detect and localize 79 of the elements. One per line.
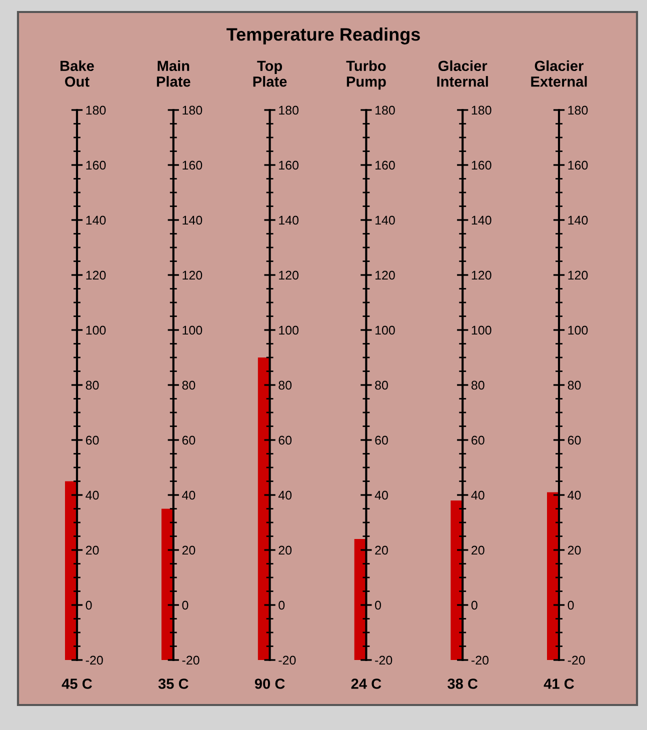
y-tick-label: 40 [182,490,196,500]
x-tick-label: Turbo Pump [346,60,386,90]
y-tick-label: 60 [472,436,484,445]
y-tick-label: 180 [375,106,395,115]
y-tick-label: 100 [279,326,298,335]
y-tick-label: -20 [471,656,489,665]
y-tick-label: 100 [472,326,492,335]
y-tick-label: 60 [568,436,581,445]
y-tick-label: 40 [374,490,388,500]
y-tick-label: -20 [182,656,200,665]
text: Temperature Readings [226,28,420,44]
y-tick-label: 160 [472,160,492,170]
y-tick-label: 120 [182,270,202,280]
y-tick-label: 0 [182,600,188,610]
y-tick-label: 0 [278,600,285,610]
y-tick-label: 20 [278,546,292,555]
y-tick-label: 0 [86,600,92,610]
y-tick-label: 140 [86,216,106,225]
x-tick-label: Top Plate [253,60,287,87]
y-tick-label: 0 [568,600,574,610]
y-tick-label: 20 [86,546,99,555]
y-tick-label: 140 [472,216,492,225]
y-tick-label: 140 [279,216,298,225]
y-tick-label: 40 [278,490,292,500]
y-tick-label: 160 [182,160,202,170]
text: 90 C [254,678,285,689]
y-tick-label: 120 [568,270,588,280]
y-tick-label: 160 [375,160,395,170]
y-tick-label: 80 [278,380,292,390]
y-tick-label: 80 [568,380,581,390]
y-tick-label: 20 [182,546,196,555]
text: 35 C [158,678,188,689]
y-tick-label: 160 [86,160,106,170]
y-tick-label: 0 [375,600,381,610]
y-tick-label: 120 [375,270,395,280]
y-tick-label: -20 [568,656,585,665]
x-tick-label: Bake Out [60,60,94,87]
y-tick-label: 60 [278,436,292,445]
y-tick-label: -20 [375,656,392,665]
y-tick-label: 100 [182,326,202,335]
y-tick-label: 180 [279,106,298,115]
y-tick-label: 160 [279,160,298,170]
y-tick-label: 80 [375,380,388,390]
x-tick-label: Glacier External [531,60,587,87]
y-tick-label: 180 [472,106,492,115]
y-tick-label: 80 [471,380,484,390]
y-tick-label: 180 [182,106,202,115]
x-tick-label: Glacier Internal [437,60,488,87]
y-tick-label: 120 [86,270,106,280]
y-tick-label: 60 [182,436,196,445]
y-tick-label: 20 [375,546,388,555]
y-tick-label: 140 [375,216,395,225]
y-tick-label: 100 [86,326,106,335]
y-tick-label: 40 [86,490,99,500]
y-tick-label: 120 [279,270,298,280]
text: 41 C [544,678,574,689]
y-tick-label: 140 [182,216,202,225]
y-tick-label: 100 [568,326,588,335]
y-tick-label: 140 [568,216,588,225]
x-tick-label: Main Plate [156,60,190,87]
y-tick-label: -20 [86,656,103,665]
y-tick-label: 180 [86,106,106,115]
y-tick-label: 120 [472,270,492,280]
y-tick-label: 100 [375,326,395,335]
y-tick-label: 180 [568,106,588,115]
text: 24 C [351,678,382,689]
y-tick-label: 60 [375,436,388,445]
y-tick-label: 40 [471,490,484,500]
y-tick-label: 20 [472,546,484,555]
y-tick-label: 80 [182,380,196,390]
y-tick-label: 20 [568,546,581,555]
y-tick-label: -20 [278,656,296,665]
y-tick-label: 80 [86,380,99,390]
text: 45 C [62,678,92,689]
y-tick-label: 40 [568,490,581,500]
text: 38 C [448,678,478,689]
y-tick-label: 0 [471,600,478,610]
y-tick-label: 60 [86,436,99,445]
y-tick-label: 160 [568,160,588,170]
